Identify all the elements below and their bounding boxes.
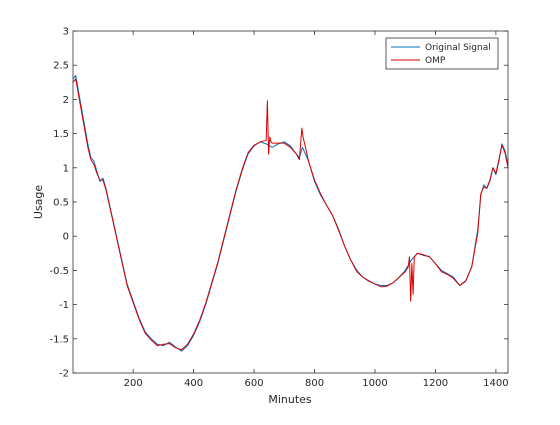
y-tick-label: -1.5 xyxy=(49,334,69,345)
y-tick-label: 1 xyxy=(63,163,69,174)
series-line-omp xyxy=(72,78,509,351)
plot-area xyxy=(73,31,508,373)
x-tick-label: 800 xyxy=(305,378,324,389)
tick-layer: 200 400 600 800 1000 1200 1400 -2 -1.5 -1 -0.5 0 0.5… xyxy=(49,27,508,390)
x-tick-label: 1000 xyxy=(362,378,387,389)
x-tick-label: 1400 xyxy=(483,378,508,389)
legend: Original Signal OMP xyxy=(385,37,499,70)
legend-label-omp: OMP xyxy=(425,56,446,66)
y-tick-label: 3 xyxy=(63,27,69,38)
y-tick-label: -0.5 xyxy=(49,266,69,277)
y-axis-label: Usage xyxy=(32,185,45,220)
y-tick-label: 2 xyxy=(63,95,69,106)
y-tick-label: 0 xyxy=(63,232,69,243)
legend-box xyxy=(385,37,499,70)
y-tick-label: 0.5 xyxy=(53,198,69,209)
x-tick-label: 400 xyxy=(184,378,203,389)
series-layer xyxy=(72,74,509,352)
x-tick-label: 1200 xyxy=(423,378,448,389)
x-tick-label: 200 xyxy=(124,378,143,389)
x-axis-label: Minutes xyxy=(268,393,312,406)
x-tick-label: 600 xyxy=(245,378,264,389)
y-tick-label: -2 xyxy=(59,369,69,380)
y-tick-label: -1 xyxy=(59,300,69,311)
y-tick-label: 1.5 xyxy=(53,129,69,140)
legend-label-original-signal: Original Signal xyxy=(425,43,491,53)
y-tick-label: 2.5 xyxy=(53,61,69,72)
